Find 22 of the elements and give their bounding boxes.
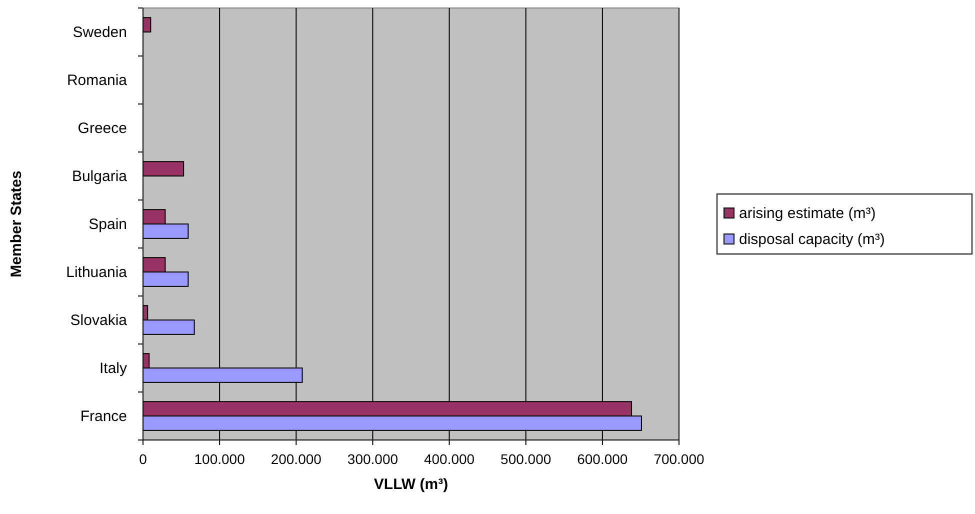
- y-tick-label: France: [80, 408, 127, 425]
- legend-label: arising estimate (m³): [739, 205, 876, 222]
- legend-label: disposal capacity (m³): [739, 231, 885, 248]
- x-axis-title: VLLW (m³): [374, 476, 448, 493]
- bar: [142, 161, 184, 176]
- x-tick-label: 600.000: [577, 451, 628, 467]
- x-tick-label: 300.000: [347, 451, 398, 467]
- x-tick-label: 200.000: [270, 451, 322, 467]
- y-tick-label: Greece: [78, 120, 127, 137]
- y-tick-label: Slovakia: [70, 312, 128, 329]
- x-tick-label: 100.000: [194, 451, 246, 467]
- x-tick-label: 400.000: [424, 451, 475, 467]
- y-tick-label: Sweden: [72, 24, 127, 41]
- y-tick-label: Bulgaria: [72, 168, 128, 185]
- y-tick-label: Lithuania: [66, 264, 128, 281]
- y-tick-label: Spain: [88, 216, 127, 233]
- x-tick-label: 700.000: [654, 451, 705, 467]
- x-tick-label: 0: [139, 451, 148, 467]
- y-tick-label: Italy: [99, 360, 128, 377]
- y-axis-title: Member States: [8, 170, 25, 278]
- y-tick-label: Romania: [66, 72, 128, 89]
- x-tick-label: 500.000: [500, 451, 552, 467]
